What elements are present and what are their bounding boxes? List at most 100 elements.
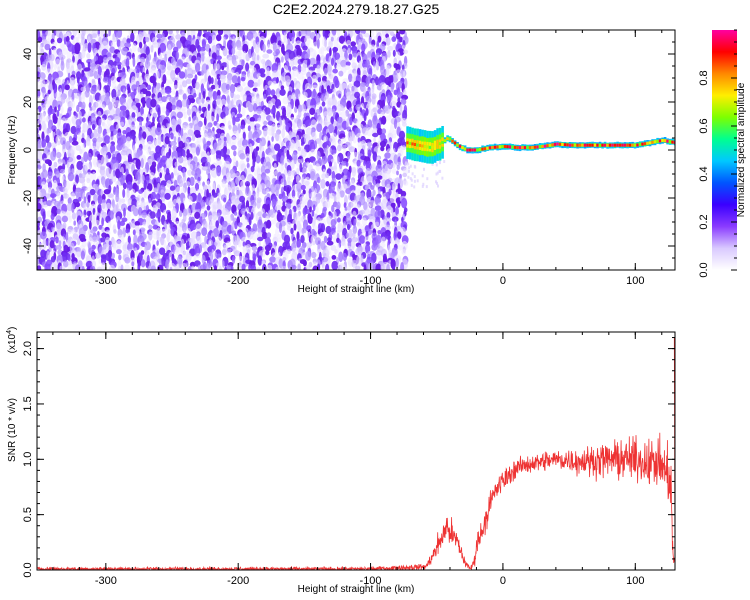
noise-blob-3064 [359, 209, 366, 215]
noise-blob-1156 [134, 95, 142, 104]
noise-blob-482 [140, 56, 146, 64]
noise-blob-3511 [277, 237, 282, 243]
ridge-core-147 [496, 145, 499, 149]
noise-blob-3144 [61, 215, 68, 223]
noise-blob-370 [266, 49, 273, 54]
noise-blob-2661 [370, 185, 375, 190]
noise-blob-3579 [258, 241, 261, 247]
noise-blob-935 [404, 77, 408, 89]
noise-blob-3958 [174, 264, 180, 270]
snr-scale-base: (x10 [7, 333, 18, 353]
ridge-core-87 [458, 144, 462, 148]
noise-blob-261 [350, 41, 357, 47]
noise-blob-596 [375, 60, 380, 71]
noise-blob-924 [348, 83, 353, 88]
transition-speck-34 [435, 163, 438, 167]
ridge-core-267 [571, 143, 574, 147]
noise-blob-57 [349, 31, 355, 36]
ridge-core-327 [608, 143, 612, 147]
ridge-core-419 [666, 139, 669, 143]
noise-blob-43 [266, 30, 270, 36]
noise-blob-1292 [161, 106, 167, 114]
noise-blob-3883 [140, 259, 146, 268]
noise-blob-1210 [70, 99, 76, 109]
noise-blob-1306 [238, 103, 241, 114]
noise-blob-228 [176, 40, 182, 49]
ridge-core-271 [573, 143, 577, 147]
noise-blob-513 [309, 57, 317, 66]
noise-blob-2826 [148, 197, 152, 204]
transition-speck-49 [407, 162, 410, 166]
noise-blob-2435 [213, 172, 217, 179]
y-tick-label: -40 [22, 238, 34, 254]
noise-blob-480 [132, 56, 136, 68]
noise-blob-999 [390, 82, 394, 93]
noise-blob-300 [205, 43, 211, 52]
noise-blob-1866 [373, 137, 376, 143]
noise-blob-828 [185, 78, 192, 85]
noise-blob-2813 [78, 196, 82, 202]
noise-blob-2399 [391, 168, 397, 175]
noise-blob-630 [195, 62, 201, 73]
noise-blob-3212 [88, 220, 92, 230]
noise-blob-3842 [257, 255, 263, 266]
noise-blob-776 [260, 73, 266, 78]
noise-blob-679 [97, 66, 102, 76]
noise-blob-190 [338, 35, 346, 44]
noise-blob-3392 [361, 228, 366, 234]
noise-blob-2077 [56, 151, 62, 159]
noise-blob-65 [399, 30, 406, 35]
x-tick-label: 100 [626, 275, 644, 287]
noise-blob-2081 [76, 155, 82, 160]
noise-blob-3287 [148, 224, 153, 230]
noise-blob-397 [402, 49, 409, 54]
noise-blob-55 [337, 30, 341, 38]
noise-blob-2044 [226, 148, 230, 155]
noise-blob-725 [338, 70, 344, 77]
noise-blob-2548 [122, 182, 127, 190]
noise-blob-775 [256, 73, 261, 79]
ridge-core-7 [408, 141, 412, 145]
noise-blob-100 [216, 34, 222, 42]
transition-speck-16 [439, 169, 442, 173]
noise-blob-198 [385, 36, 391, 46]
ridge-core-27 [421, 144, 424, 148]
noise-blob-2122 [333, 153, 336, 158]
noise-blob-424 [175, 51, 180, 60]
ridge-core-219 [541, 145, 544, 148]
noise-blob-722 [323, 67, 328, 76]
noise-blob-3709 [226, 248, 232, 254]
noise-blob-3950 [124, 264, 130, 270]
noise-blob-2368 [216, 166, 222, 177]
noise-blob-3472 [55, 236, 59, 244]
noise-blob-1549 [119, 121, 125, 127]
noise-blob-1583 [305, 119, 312, 127]
ridge-core-3 [406, 141, 409, 145]
y-tick-label: 20 [22, 96, 34, 108]
noise-blob-963 [173, 84, 178, 90]
noise-blob-3351 [113, 229, 117, 234]
noise-blob-1039 [222, 89, 229, 94]
noise-blob-1049 [279, 88, 286, 96]
noise-blob-2199 [47, 159, 52, 167]
noise-blob-3998 [386, 263, 390, 270]
ridge-core-35 [426, 145, 429, 149]
ridge-core-187 [521, 146, 524, 150]
noise-blob-945 [80, 86, 86, 92]
snr-plot-area [37, 332, 675, 570]
noise-blob-2759 [150, 191, 157, 201]
noise-blob-782 [290, 70, 295, 81]
ridge-core-307 [596, 143, 599, 147]
colorbar-tick-label: 0.8 [698, 70, 710, 85]
noise-blob-724 [332, 68, 338, 74]
noise-blob-3717 [265, 250, 270, 256]
noise-blob-659 [344, 64, 351, 71]
noise-blob-2045 [233, 150, 237, 157]
noise-blob-974 [244, 86, 251, 93]
noise-blob-14 [108, 30, 111, 37]
ridge-core-203 [531, 145, 534, 149]
noise-blob-664 [373, 65, 377, 73]
noise-blob-3075 [50, 213, 55, 221]
ridge-core-247 [558, 142, 562, 146]
noise-blob-2140 [68, 155, 76, 165]
